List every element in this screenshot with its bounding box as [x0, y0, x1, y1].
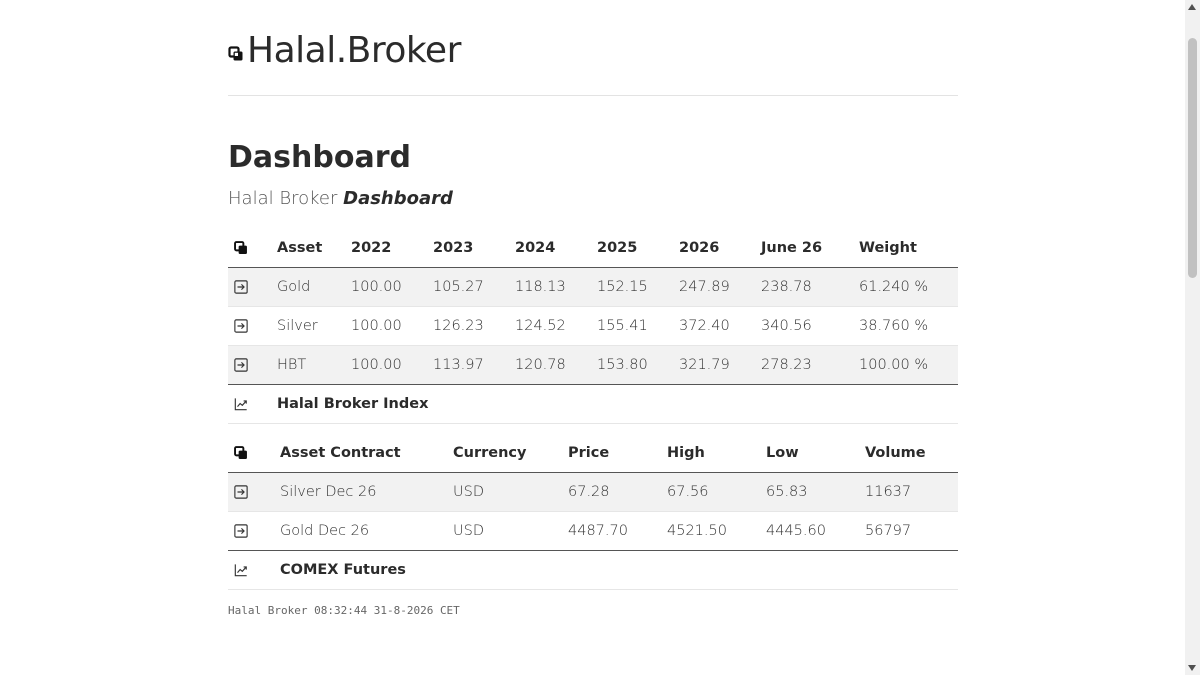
arrow-right-box-icon[interactable] — [234, 319, 248, 333]
volume-cell: 11637 — [865, 484, 912, 500]
column-header: 2023 — [433, 240, 474, 256]
weight-cell: 100.00 % — [859, 357, 929, 373]
column-header: Low — [766, 445, 799, 461]
high-cell: 4521.50 — [667, 523, 727, 539]
header-divider — [228, 95, 958, 96]
contract-name: Silver Dec 26 — [280, 484, 377, 500]
arrow-right-box-icon[interactable] — [234, 280, 248, 294]
trend-chart-icon[interactable] — [234, 563, 248, 577]
column-header: 2025 — [597, 240, 638, 256]
footer-timestamp: 08:32:44 31-8-2026 CET — [314, 604, 460, 617]
high-cell: 67.56 — [667, 484, 709, 500]
page-footer: Halal Broker 08:32:44 31-8-2026 CET — [228, 604, 460, 617]
futures-table: Asset Contract Currency Price High Low V… — [228, 434, 958, 590]
arrow-right-box-icon[interactable] — [234, 524, 248, 538]
column-header: Volume — [865, 445, 926, 461]
page-subtitle: Halal Broker Dashboard — [228, 188, 453, 209]
column-header: Price — [568, 445, 610, 461]
price-cell: 67.28 — [568, 484, 610, 500]
table-row[interactable]: Gold Dec 26 USD 4487.70 4521.50 4445.60 … — [228, 512, 958, 551]
column-header: 2022 — [351, 240, 392, 256]
vertical-scrollbar[interactable] — [1185, 0, 1200, 675]
table-cell: 340.56 — [761, 318, 812, 334]
scrollbar-thumb[interactable] — [1188, 38, 1197, 278]
page-title: Dashboard — [228, 140, 411, 175]
table-cell: 118.13 — [515, 279, 566, 295]
low-cell: 4445.60 — [766, 523, 826, 539]
column-header: June 26 — [761, 240, 823, 256]
scroll-down-icon[interactable] — [1188, 665, 1196, 671]
weight-cell: 61.240 % — [859, 279, 929, 295]
asset-name: HBT — [277, 357, 307, 373]
table-cell: 152.15 — [597, 279, 648, 295]
table-cell: 153.80 — [597, 357, 648, 373]
asset-name: Gold — [277, 279, 311, 295]
table-cell: 238.78 — [761, 279, 812, 295]
contract-name: Gold Dec 26 — [280, 523, 370, 539]
table-cell: 124.52 — [515, 318, 566, 334]
table-cell: 247.89 — [679, 279, 730, 295]
scroll-up-icon[interactable] — [1188, 4, 1196, 10]
index-table: Asset 2022 2023 2024 2025 2026 June 26 W… — [228, 229, 958, 424]
price-cell: 4487.70 — [568, 523, 628, 539]
footer-brand: Halal Broker — [228, 604, 308, 617]
table-row[interactable]: Silver Dec 26 USD 67.28 67.56 65.83 1163… — [228, 472, 958, 512]
column-header: 2024 — [515, 240, 556, 256]
trend-chart-icon[interactable] — [234, 397, 248, 411]
column-header: High — [667, 445, 705, 461]
table-row[interactable]: HBT 100.00 113.97 120.78 153.80 321.79 2… — [228, 345, 958, 385]
stacked-squares-icon — [234, 446, 247, 459]
arrow-right-box-icon[interactable] — [234, 358, 248, 372]
index-footer-link[interactable]: Halal Broker Index — [277, 396, 429, 412]
column-header: 2026 — [679, 240, 720, 256]
table-cell: 126.23 — [433, 318, 484, 334]
table-cell: 100.00 — [351, 279, 402, 295]
site-title[interactable]: Halal.Broker — [247, 30, 461, 71]
subtitle-plain: Halal Broker — [228, 188, 338, 209]
column-header: Currency — [453, 445, 527, 461]
column-header: Asset — [277, 240, 323, 256]
arrow-right-box-icon[interactable] — [234, 485, 248, 499]
column-header: Weight — [859, 240, 917, 256]
table-cell: 100.00 — [351, 318, 402, 334]
table-cell: 120.78 — [515, 357, 566, 373]
table-cell: 155.41 — [597, 318, 648, 334]
asset-name: Silver — [277, 318, 318, 334]
stacked-squares-icon — [228, 45, 243, 60]
table-cell: 321.79 — [679, 357, 730, 373]
index-table-footer[interactable]: Halal Broker Index — [228, 385, 958, 424]
table-cell: 100.00 — [351, 357, 402, 373]
futures-table-header: Asset Contract Currency Price High Low V… — [228, 434, 958, 473]
site-header: Halal.Broker — [228, 30, 461, 71]
table-cell: 105.27 — [433, 279, 484, 295]
low-cell: 65.83 — [766, 484, 808, 500]
volume-cell: 56797 — [865, 523, 912, 539]
table-cell: 372.40 — [679, 318, 730, 334]
column-header: Asset Contract — [280, 445, 401, 461]
currency-cell: USD — [453, 484, 484, 500]
futures-table-footer[interactable]: COMEX Futures — [228, 551, 958, 590]
subtitle-emphasis: Dashboard — [343, 188, 453, 209]
stacked-squares-icon — [234, 241, 247, 254]
table-cell: 278.23 — [761, 357, 812, 373]
table-row[interactable]: Gold 100.00 105.27 118.13 152.15 247.89 … — [228, 267, 958, 307]
index-table-header: Asset 2022 2023 2024 2025 2026 June 26 W… — [228, 229, 958, 268]
table-row[interactable]: Silver 100.00 126.23 124.52 155.41 372.4… — [228, 307, 958, 346]
currency-cell: USD — [453, 523, 484, 539]
weight-cell: 38.760 % — [859, 318, 929, 334]
futures-footer-link[interactable]: COMEX Futures — [280, 562, 406, 578]
table-cell: 113.97 — [433, 357, 484, 373]
